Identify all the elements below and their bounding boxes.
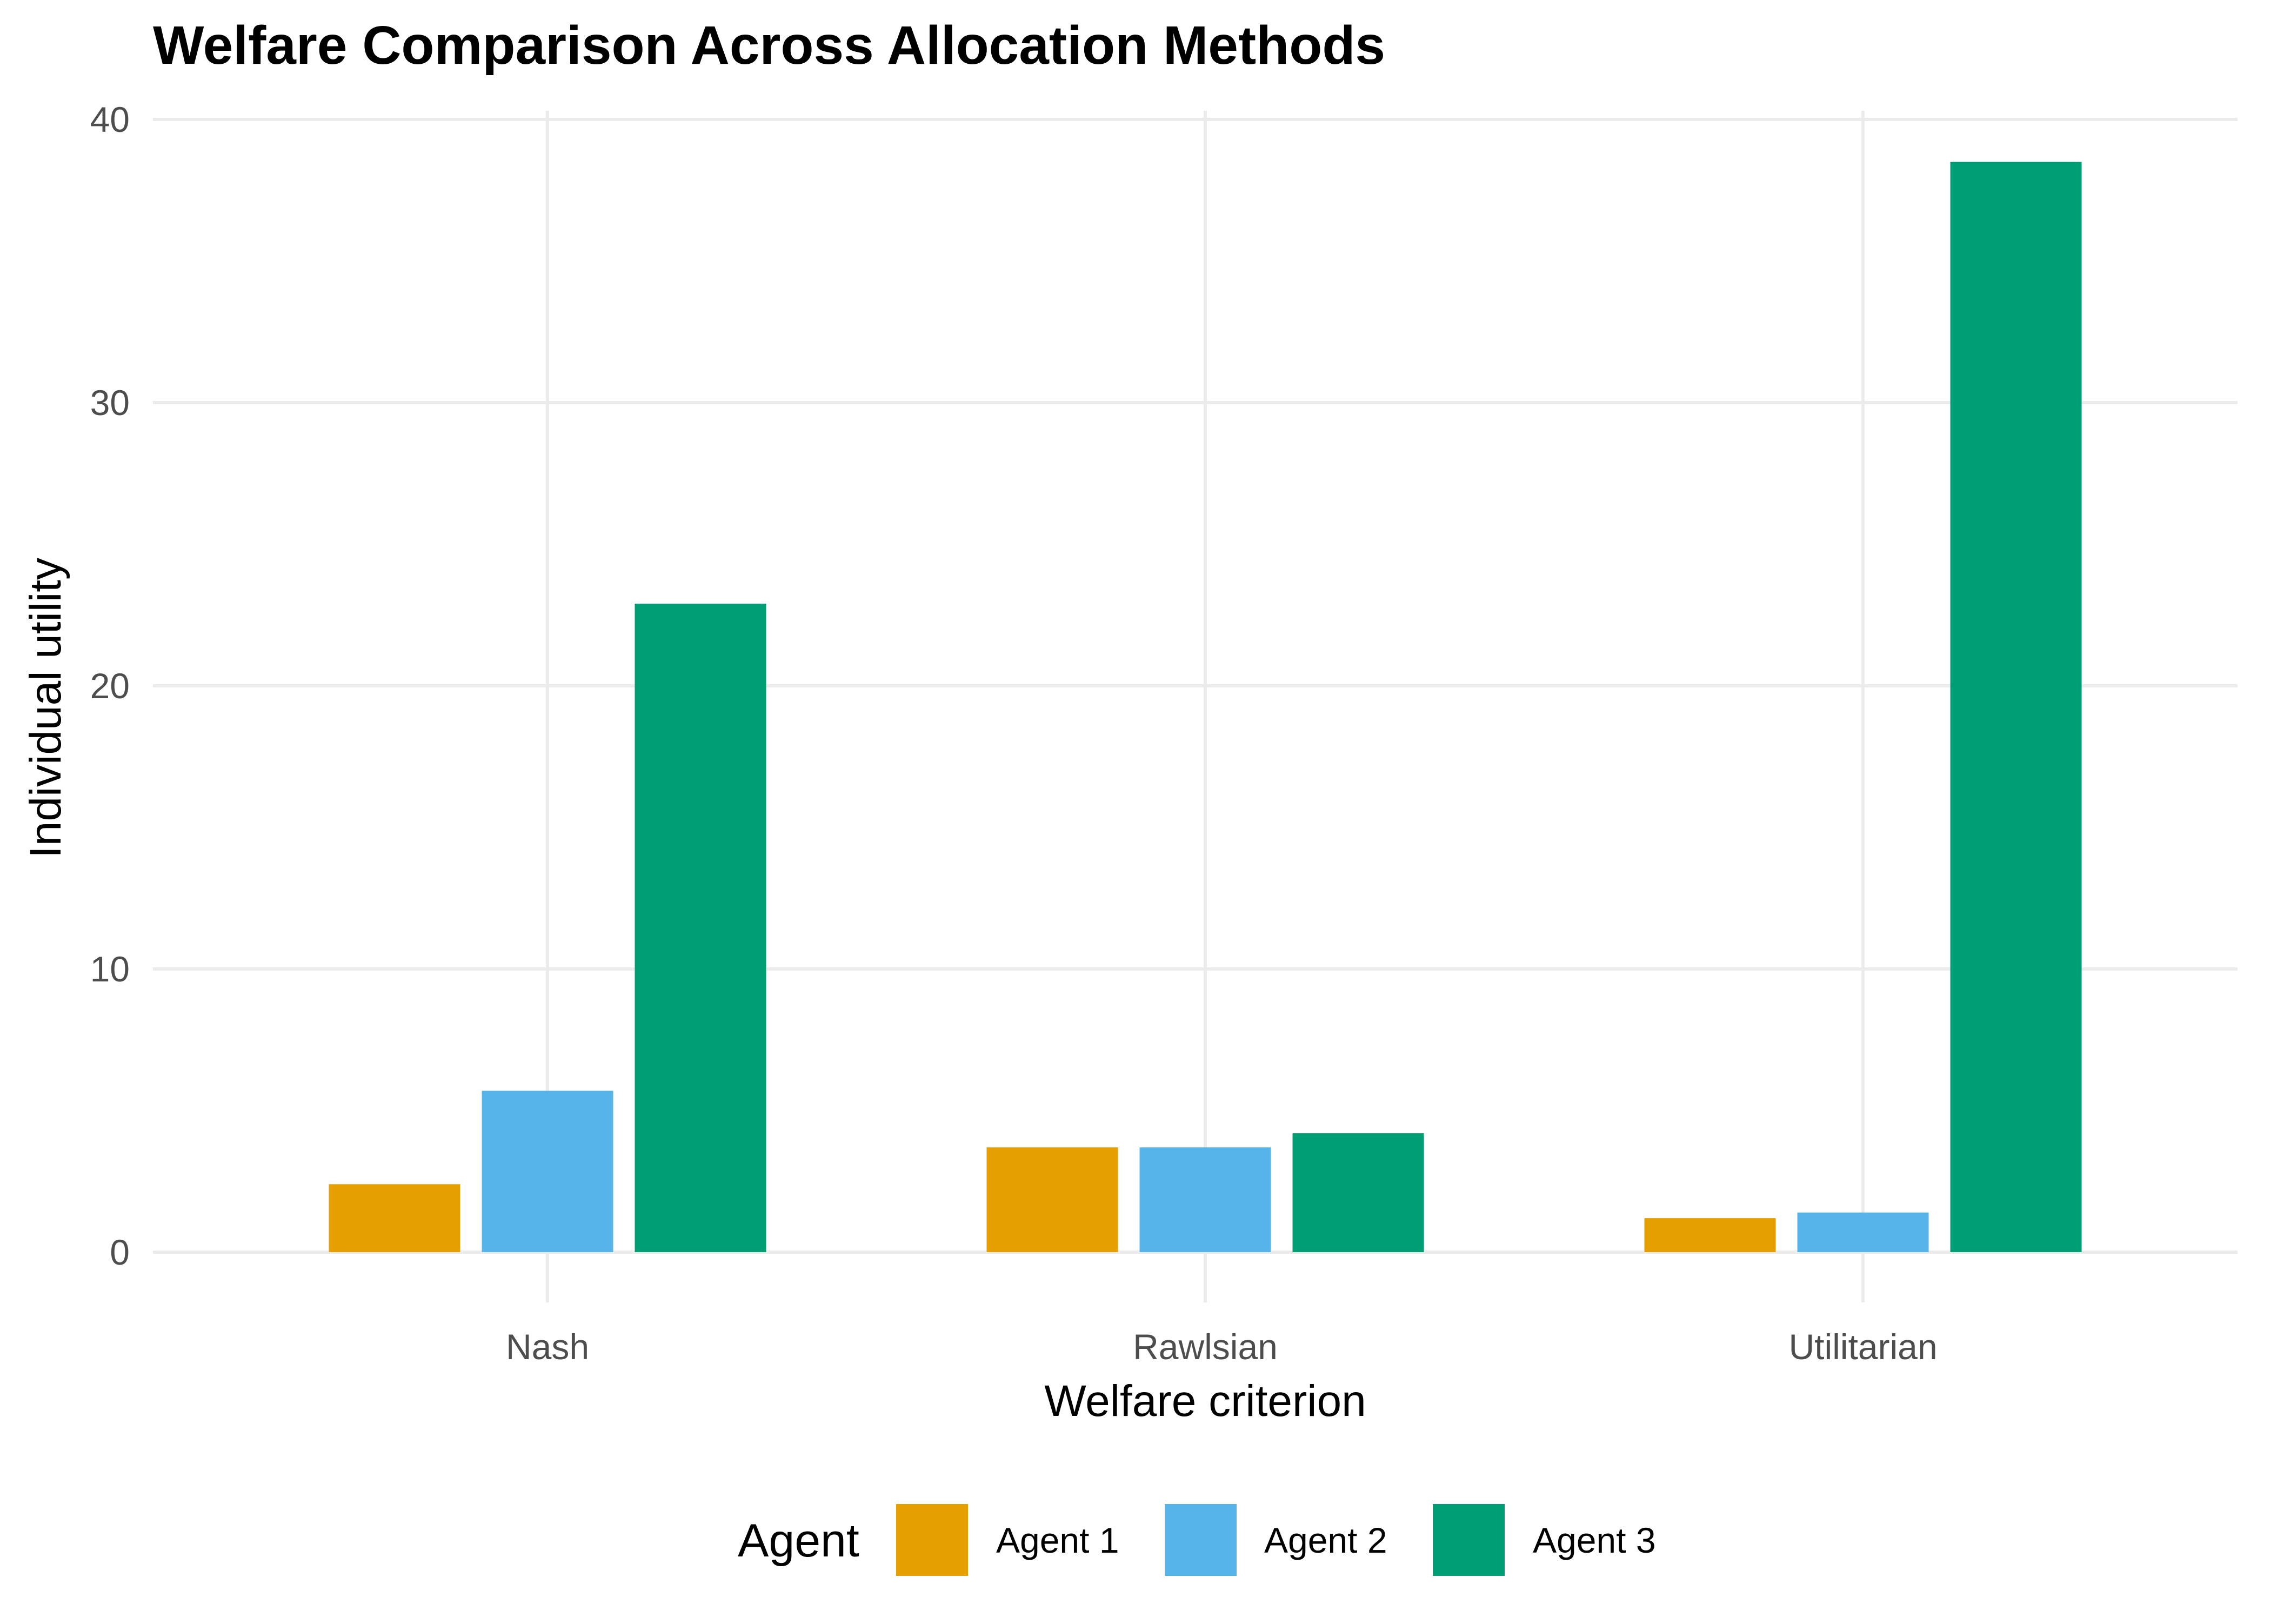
bar-agent-3-nash (635, 604, 766, 1252)
bar-agent-1-nash (329, 1184, 460, 1252)
legend-label: Agent 3 (1533, 1520, 1656, 1560)
x-axis-title: Welfare criterion (1044, 1376, 1366, 1426)
legend-label: Agent 1 (996, 1520, 1119, 1560)
grid-layer (153, 111, 2238, 1302)
x-tick-label: Utilitarian (1788, 1327, 1937, 1367)
legend-key (1165, 1504, 1237, 1576)
y-axis-title: Individual utility (21, 558, 70, 858)
y-tick-label: 40 (90, 99, 130, 139)
y-tick-label: 30 (90, 383, 130, 423)
y-tick-label: 10 (90, 949, 130, 989)
bar-agent-3-utilitarian (1950, 162, 2082, 1253)
axis-layer: 0 10 20 30 40 Nash Rawlsian Utilitarian (90, 99, 1938, 1367)
bar-agent-2-nash (482, 1091, 613, 1252)
x-tick-label: Rawlsian (1133, 1327, 1278, 1367)
bar-agent-2-rawlsian (1139, 1147, 1271, 1252)
bar-agent-3-rawlsian (1292, 1133, 1424, 1252)
legend-key (1433, 1504, 1505, 1576)
bar-agent-1-rawlsian (986, 1147, 1118, 1252)
legend-title: Agent (738, 1515, 859, 1567)
legend-key (896, 1504, 968, 1576)
y-tick-label: 20 (90, 666, 130, 706)
bar-agent-1-utilitarian (1644, 1218, 1776, 1252)
x-tick-label: Nash (506, 1327, 589, 1367)
y-tick-label: 0 (110, 1232, 130, 1272)
legend-label: Agent 2 (1264, 1520, 1387, 1560)
legend: Agent Agent 1 Agent 2 Agent 3 (738, 1504, 1656, 1576)
bar-layer (329, 162, 2082, 1253)
bar-agent-2-utilitarian (1797, 1212, 1929, 1252)
chart-title: Welfare Comparison Across Allocation Met… (153, 15, 1385, 76)
